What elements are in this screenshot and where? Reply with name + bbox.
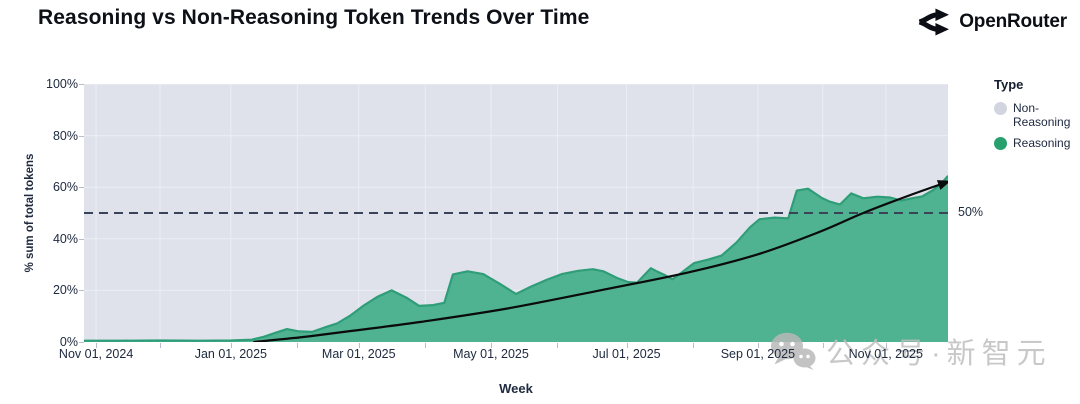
reference-line-label: 50% [958,205,984,219]
openrouter-logo-icon [918,8,950,36]
wechat-icon [771,332,816,370]
page-title: Reasoning vs Non-Reasoning Token Trends … [38,6,590,29]
watermark-text: 公众号·新智元 [826,338,1052,370]
token-trends-chart [84,84,948,342]
reasoning-swatch-icon [994,136,1007,150]
y-tick-label: 40% [52,231,78,246]
y-tick-label: 60% [52,180,78,195]
y-tick-label: 20% [52,283,78,298]
x-tick-label: Jul 01, 2025 [592,347,661,361]
x-axis-labels: Nov 01, 2024 Jan 01, 2025 Mar 01, 2025 May … [59,347,948,363]
y-tick-mark [79,342,84,343]
chart-legend: Type Non-Reasoning Reasoning [994,77,1080,157]
x-tick-label: Sep 01, 2025 [720,347,796,361]
y-tick-label: 80% [52,128,78,143]
legend-item-non-reasoning[interactable]: Non-Reasoning [994,101,1080,130]
brand-label: OpenRouter [959,11,1067,32]
non-reasoning-swatch-icon [994,102,1007,115]
legend-label: Non-Reasoning [1013,101,1071,129]
x-tick-label: Jan 01, 2025 [194,347,268,361]
legend-title: Type [994,77,1024,92]
watermark: 公众号·新智元 [770,330,1052,372]
x-tick-label: Nov 01, 2025 [848,347,923,361]
x-axis-title: Week [499,381,533,396]
legend-label: Reasoning [1013,135,1071,150]
y-axis-labels: 0% 20% 40% 60% 80% 100% [28,77,78,349]
x-tick-label: May 01, 2025 [453,347,529,361]
plot-area [84,84,948,342]
x-tick-label: Nov 01, 2024 [58,347,134,361]
y-tick-label: 100% [46,77,78,91]
y-tick-label: 0% [59,335,78,349]
legend-item-reasoning[interactable]: Reasoning [994,135,1080,151]
openrouter-brand[interactable]: OpenRouter [917,7,1067,37]
x-tick-label: Mar 01, 2025 [321,347,396,361]
